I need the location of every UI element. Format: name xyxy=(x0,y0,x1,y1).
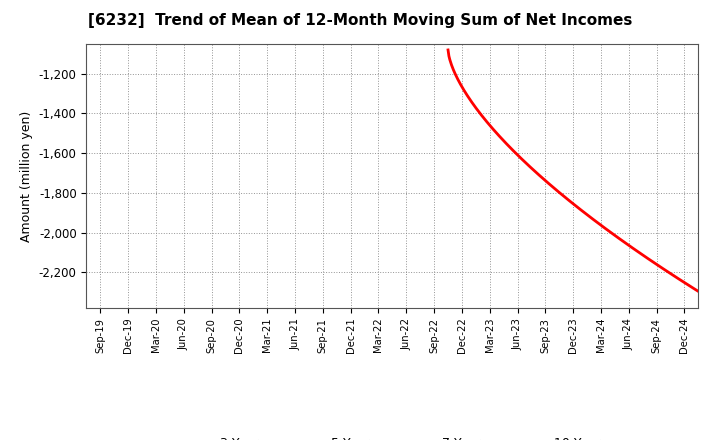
Legend: 3 Years, 5 Years, 7 Years, 10 Years: 3 Years, 5 Years, 7 Years, 10 Years xyxy=(174,432,611,440)
Text: [6232]  Trend of Mean of 12-Month Moving Sum of Net Incomes: [6232] Trend of Mean of 12-Month Moving … xyxy=(88,13,632,28)
Y-axis label: Amount (million yen): Amount (million yen) xyxy=(20,110,33,242)
